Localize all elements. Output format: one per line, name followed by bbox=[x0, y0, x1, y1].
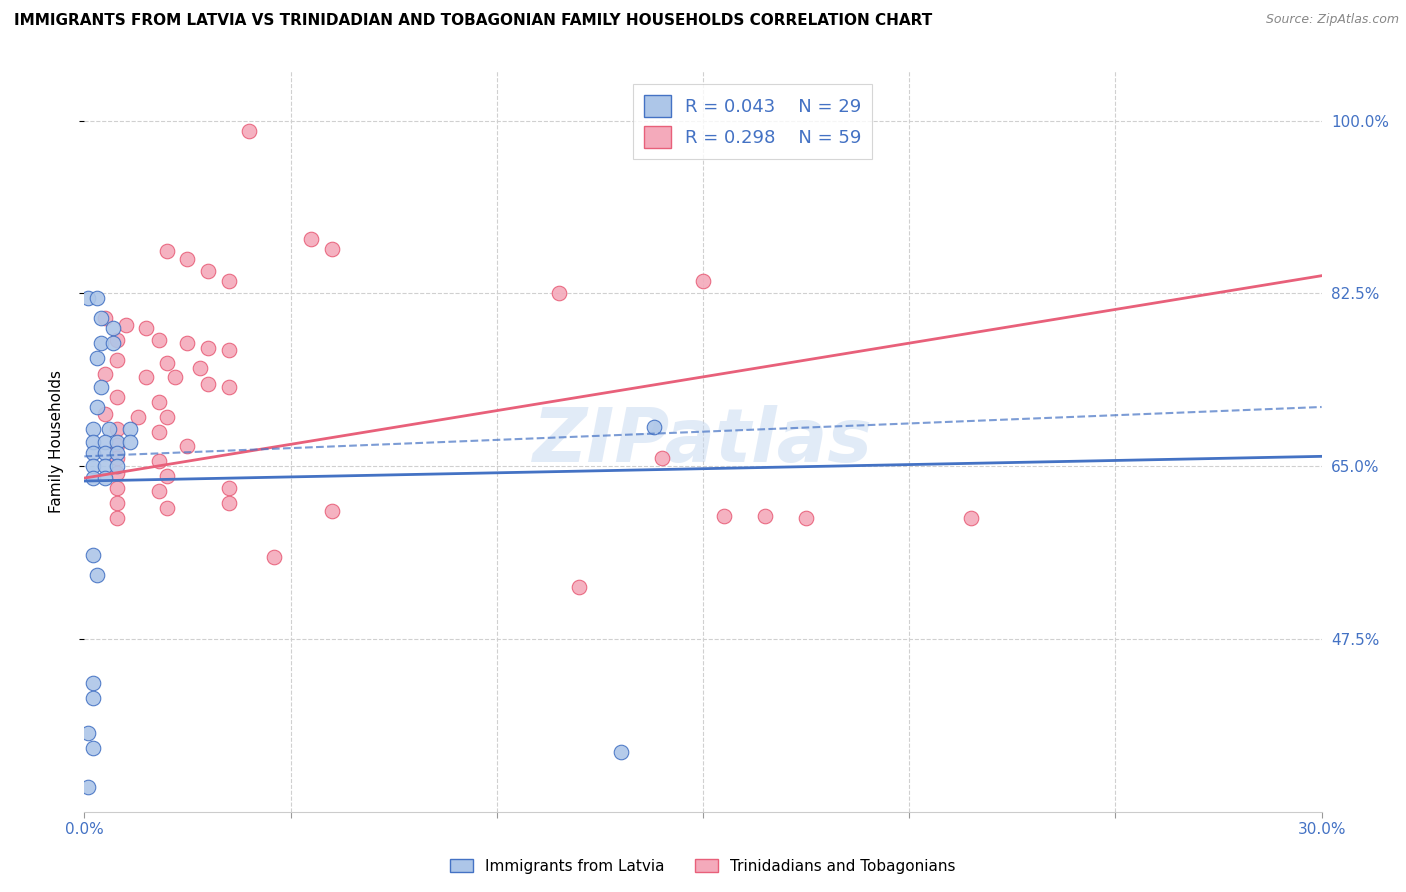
Point bbox=[165, 370, 187, 384]
Point bbox=[105, 481, 128, 495]
Point bbox=[263, 549, 285, 564]
Point bbox=[156, 469, 179, 483]
Point bbox=[94, 459, 117, 474]
Point bbox=[148, 395, 170, 409]
Point bbox=[148, 454, 170, 468]
Point bbox=[94, 311, 117, 326]
Point bbox=[176, 440, 198, 454]
Point bbox=[105, 459, 128, 474]
Point bbox=[156, 500, 179, 515]
Point bbox=[86, 567, 108, 582]
Point bbox=[135, 321, 157, 335]
Point bbox=[176, 252, 198, 266]
Point bbox=[105, 437, 128, 451]
Point bbox=[105, 390, 128, 404]
Point bbox=[118, 434, 141, 449]
Point bbox=[82, 422, 104, 436]
Point bbox=[82, 691, 104, 706]
Point bbox=[105, 466, 128, 480]
Point bbox=[82, 446, 104, 460]
Point bbox=[105, 496, 128, 510]
Point bbox=[94, 407, 117, 421]
Point bbox=[218, 343, 240, 357]
Point bbox=[105, 510, 128, 524]
Point bbox=[651, 451, 673, 466]
Point bbox=[77, 292, 100, 306]
Point bbox=[94, 446, 117, 460]
Point bbox=[197, 377, 219, 392]
Point bbox=[148, 425, 170, 439]
Point bbox=[90, 311, 112, 326]
Point bbox=[218, 496, 240, 510]
Point bbox=[960, 510, 983, 524]
Point bbox=[82, 459, 104, 474]
Point bbox=[127, 409, 149, 424]
Text: ZIPatlas: ZIPatlas bbox=[533, 405, 873, 478]
Point bbox=[94, 471, 117, 485]
Point bbox=[156, 409, 179, 424]
Point bbox=[148, 333, 170, 347]
Point bbox=[609, 746, 631, 760]
Point bbox=[105, 446, 128, 460]
Point bbox=[103, 335, 125, 350]
Point bbox=[94, 368, 117, 382]
Point bbox=[148, 483, 170, 498]
Point bbox=[568, 580, 591, 594]
Text: IMMIGRANTS FROM LATVIA VS TRINIDADIAN AND TOBAGONIAN FAMILY HOUSEHOLDS CORRELATI: IMMIGRANTS FROM LATVIA VS TRINIDADIAN AN… bbox=[14, 13, 932, 29]
Point bbox=[118, 422, 141, 436]
Point bbox=[90, 380, 112, 394]
Point bbox=[643, 419, 665, 434]
Point bbox=[105, 451, 128, 466]
Text: Source: ZipAtlas.com: Source: ZipAtlas.com bbox=[1265, 13, 1399, 27]
Point bbox=[114, 318, 136, 332]
Point bbox=[94, 434, 117, 449]
Point bbox=[105, 422, 128, 436]
Point bbox=[156, 355, 179, 369]
Point bbox=[105, 434, 128, 449]
Point bbox=[86, 292, 108, 306]
Point bbox=[188, 360, 211, 375]
Point bbox=[98, 422, 121, 436]
Point bbox=[238, 123, 260, 137]
Point bbox=[218, 380, 240, 394]
Point bbox=[103, 321, 125, 335]
Point bbox=[82, 434, 104, 449]
Point bbox=[86, 351, 108, 365]
Point bbox=[105, 333, 128, 347]
Point bbox=[299, 232, 322, 246]
Point bbox=[77, 725, 100, 739]
Point bbox=[77, 780, 100, 794]
Point bbox=[156, 244, 179, 258]
Point bbox=[82, 740, 104, 755]
Point bbox=[82, 471, 104, 485]
Point bbox=[713, 508, 735, 523]
Point bbox=[197, 341, 219, 355]
Legend: R = 0.043    N = 29, R = 0.298    N = 59: R = 0.043 N = 29, R = 0.298 N = 59 bbox=[633, 84, 872, 159]
Point bbox=[105, 352, 128, 367]
Point bbox=[794, 510, 817, 524]
Point bbox=[547, 286, 569, 301]
Point bbox=[218, 274, 240, 288]
Legend: Immigrants from Latvia, Trinidadians and Tobagonians: Immigrants from Latvia, Trinidadians and… bbox=[444, 853, 962, 880]
Point bbox=[754, 508, 776, 523]
Point bbox=[82, 548, 104, 562]
Point bbox=[218, 481, 240, 495]
Point bbox=[86, 400, 108, 414]
Point bbox=[176, 335, 198, 350]
Point bbox=[321, 503, 343, 517]
Y-axis label: Family Households: Family Households bbox=[49, 370, 63, 513]
Point bbox=[135, 370, 157, 384]
Point bbox=[82, 676, 104, 690]
Point bbox=[90, 335, 112, 350]
Point bbox=[197, 264, 219, 278]
Point bbox=[321, 242, 343, 256]
Point bbox=[692, 274, 714, 288]
